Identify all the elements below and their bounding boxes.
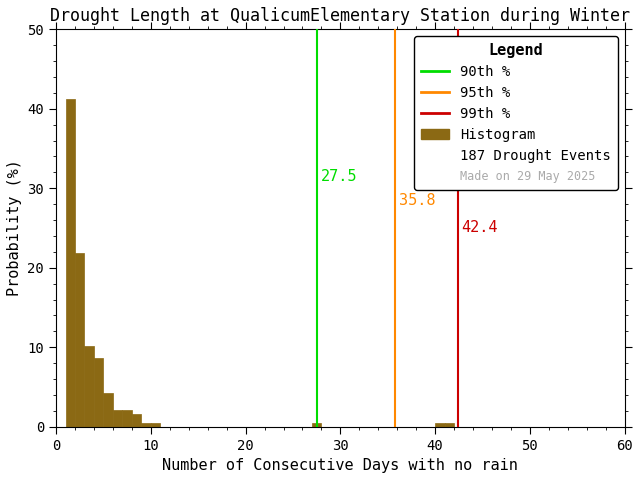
Bar: [132, 414, 141, 427]
Bar: [435, 423, 445, 427]
Text: 35.8: 35.8: [399, 192, 436, 208]
Bar: [445, 423, 454, 427]
Bar: [75, 252, 84, 427]
Text: 42.4: 42.4: [461, 220, 498, 236]
Bar: [151, 423, 160, 427]
Bar: [122, 410, 132, 427]
Legend: 90th %, 95th %, 99th %, Histogram, 187 Drought Events, Made on 29 May 2025: 90th %, 95th %, 99th %, Histogram, 187 D…: [414, 36, 618, 190]
Bar: [94, 359, 104, 427]
Bar: [113, 410, 122, 427]
Bar: [312, 423, 321, 427]
Title: Drought Length at QualicumElementary Station during Winter: Drought Length at QualicumElementary Sta…: [51, 7, 630, 25]
Text: 27.5: 27.5: [321, 169, 357, 184]
Bar: [84, 346, 94, 427]
X-axis label: Number of Consecutive Days with no rain: Number of Consecutive Days with no rain: [163, 458, 518, 473]
Y-axis label: Probability (%): Probability (%): [7, 159, 22, 297]
Bar: [141, 423, 151, 427]
Bar: [104, 393, 113, 427]
Bar: [65, 99, 75, 427]
